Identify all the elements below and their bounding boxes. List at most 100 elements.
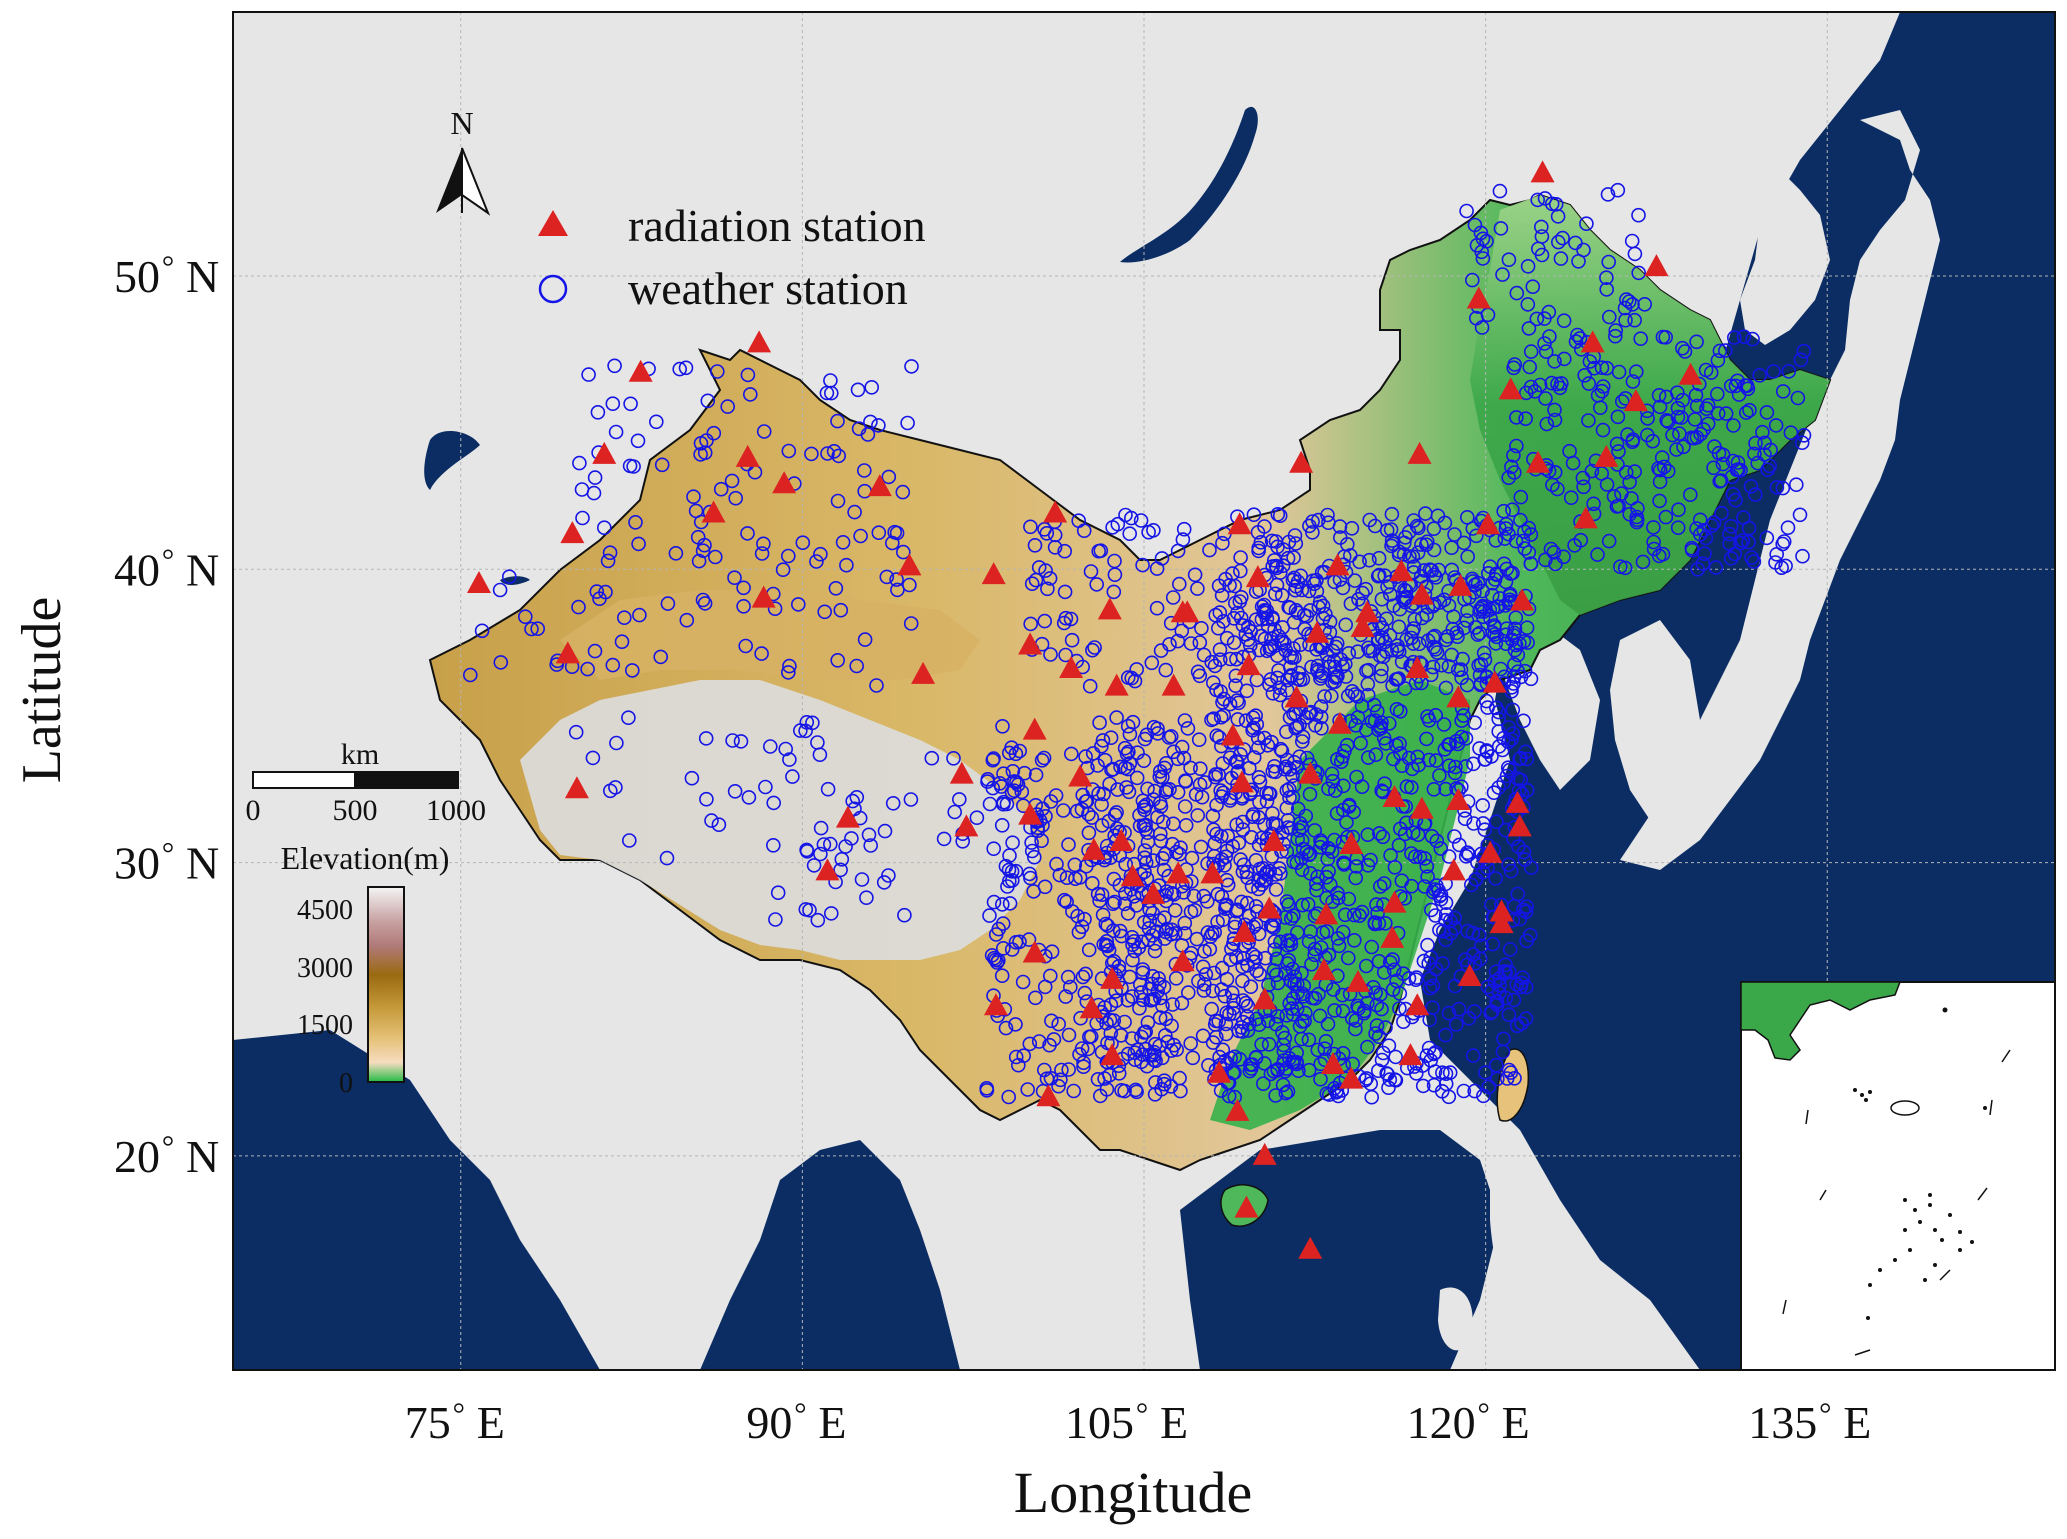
radiation-station-marker [751, 585, 776, 608]
weather-station-marker [1568, 334, 1584, 349]
weather-station-marker [1407, 612, 1423, 627]
weather-station-marker [1226, 993, 1241, 1009]
weather-station-marker [1502, 942, 1518, 957]
weather-station-marker [1254, 628, 1269, 644]
weather-station-marker [1106, 584, 1122, 600]
weather-station-marker [1265, 806, 1280, 821]
weather-station-marker [849, 658, 865, 674]
weather-station-marker [1420, 869, 1435, 885]
weather-station-marker [1470, 627, 1486, 642]
weather-station-marker [1054, 1062, 1069, 1078]
weather-station-marker [1369, 1018, 1385, 1033]
weather-station-marker [668, 545, 684, 561]
weather-station-marker [1093, 1088, 1108, 1104]
weather-station-marker [1207, 658, 1223, 674]
weather-station-marker [1522, 359, 1537, 375]
weather-station-marker [1208, 607, 1223, 623]
weather-station-marker [1108, 993, 1124, 1009]
degree-symbol [1478, 1403, 1489, 1413]
weather-station-marker [1226, 936, 1241, 952]
weather-station-marker [1077, 911, 1092, 927]
weather-station-marker [1107, 807, 1123, 823]
weather-station-marker [1037, 879, 1053, 895]
weather-station-marker [1224, 985, 1240, 1001]
weather-station-marker [1614, 486, 1629, 501]
weather-station-marker [741, 790, 757, 805]
weather-station-marker [1745, 331, 1760, 347]
weather-station-marker [1684, 430, 1700, 446]
weather-station-marker [1514, 975, 1529, 991]
weather-station-marker [1402, 549, 1417, 564]
radiation-station-marker [1448, 573, 1473, 596]
radiation-station-marker [1398, 1043, 1423, 1066]
weather-station-marker [1513, 772, 1529, 788]
weather-station-marker [1654, 450, 1670, 465]
weather-station-marker [1618, 312, 1633, 328]
weather-station-marker [1100, 938, 1115, 954]
weather-station-marker [605, 657, 621, 673]
radiation-station-marker [1100, 1043, 1125, 1066]
weather-station-marker [823, 373, 838, 388]
radiation-station-marker [1229, 770, 1254, 793]
weather-station-marker [1028, 767, 1044, 783]
weather-station-marker [1440, 629, 1455, 644]
weather-station-marker [678, 360, 694, 376]
weather-station-marker [1117, 1083, 1132, 1099]
weather-station-marker [1360, 995, 1375, 1011]
weather-station-marker [602, 783, 618, 799]
weather-station-marker [1437, 741, 1453, 757]
weather-station-marker [1001, 1089, 1017, 1105]
radiation-station-marker [1327, 711, 1352, 734]
weather-station-marker [1226, 1000, 1241, 1016]
weather-station-marker [1300, 896, 1316, 912]
weather-station-marker [1059, 894, 1074, 910]
weather-station-marker [1513, 750, 1528, 766]
weather-station-marker [590, 404, 606, 420]
weather-station-marker [1158, 924, 1173, 940]
radiation-station-marker [1018, 632, 1043, 655]
weather-station-marker [580, 661, 595, 677]
weather-station-marker [1651, 548, 1667, 564]
weather-station-marker [1051, 1016, 1066, 1032]
weather-station-marker [1183, 760, 1198, 776]
weather-station-marker [1374, 1052, 1390, 1068]
radiation-legend-marker [538, 210, 568, 236]
weather-station-marker [1227, 1089, 1242, 1105]
weather-station-marker [1252, 774, 1268, 790]
weather-station-marker [1245, 710, 1261, 726]
weather-station-marker [1506, 669, 1522, 684]
weather-station-marker [785, 769, 800, 784]
weather-station-marker [1292, 816, 1308, 831]
weather-station-marker [1252, 966, 1267, 982]
weather-station-marker [1260, 737, 1276, 753]
weather-station-marker [1780, 520, 1796, 536]
weather-station-marker [1236, 857, 1252, 873]
weather-station-marker [1111, 1066, 1127, 1081]
weather-station-marker [1509, 410, 1524, 425]
weather-station-marker [1428, 753, 1444, 768]
weather-station-marker [1376, 876, 1392, 891]
weather-station-marker [1147, 943, 1163, 959]
weather-station-marker [1148, 1075, 1163, 1090]
tibetan-plateau [520, 680, 1040, 960]
weather-station-marker [1022, 1036, 1038, 1052]
weather-station-marker [1133, 977, 1148, 992]
weather-station-marker [1379, 644, 1394, 659]
scale-bar-unit: km [341, 738, 379, 771]
weather-station-marker [679, 612, 695, 628]
weather-station-marker [1235, 993, 1251, 1008]
radiation-station-marker [1489, 911, 1514, 934]
weather-station-marker [1112, 923, 1128, 939]
radiation-station-marker [1166, 861, 1191, 884]
weather-station-marker [1153, 799, 1169, 814]
weather-station-marker [1419, 731, 1434, 747]
weather-station-marker [1414, 610, 1430, 626]
weather-station-marker [1285, 991, 1301, 1006]
radiation-station-marker [701, 500, 726, 523]
weather-station-marker [1748, 435, 1763, 451]
weather-station-marker [1204, 712, 1219, 728]
weather-station-marker [1343, 596, 1359, 612]
weather-station-marker [877, 823, 893, 839]
weather-station-marker [1408, 849, 1423, 865]
